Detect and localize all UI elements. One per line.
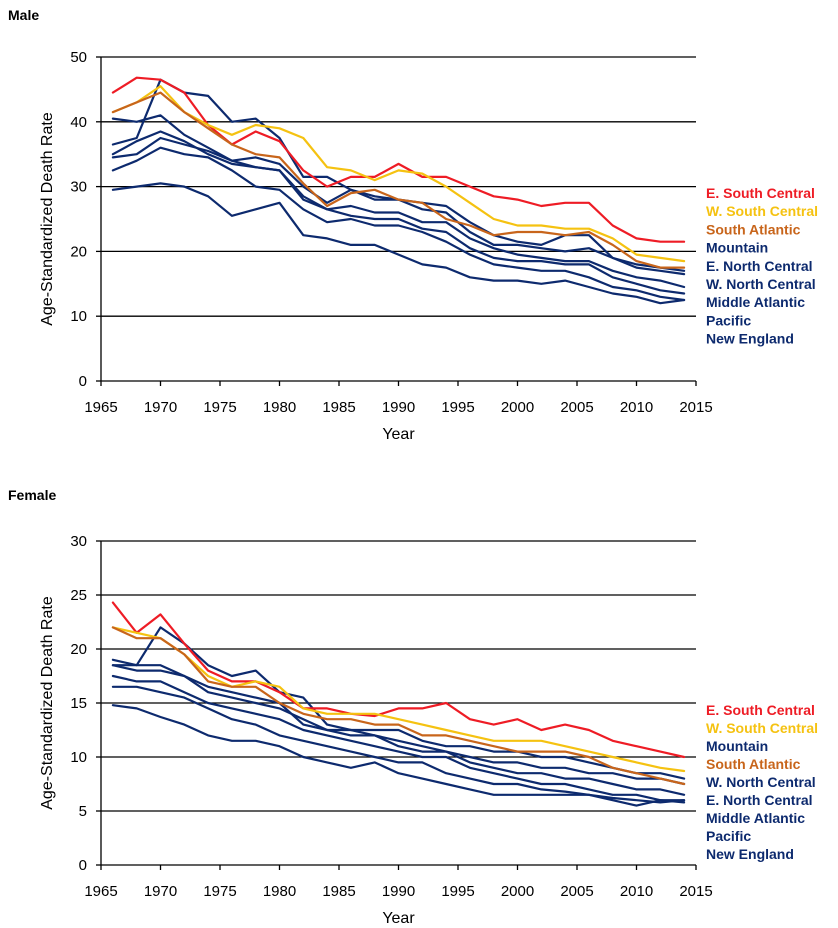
chart-panel-female: Female 0 5 10 15 20 25 30 1965 1970 1975 1980 1985 19… bbox=[8, 487, 818, 927]
series-line-pacific bbox=[111, 146, 686, 302]
series-line-e-north-central bbox=[111, 658, 686, 796]
y-axis-label: Age-Standardized Death Rate bbox=[39, 112, 56, 326]
legend-label: South Atlantic bbox=[706, 221, 801, 237]
series-line-new-england bbox=[111, 182, 686, 305]
x-tick-label: 1985 bbox=[322, 883, 355, 900]
legend-label: W. South Central bbox=[706, 203, 818, 219]
series-line-w-south-central bbox=[111, 626, 686, 773]
legend-label: Middle Atlantic bbox=[706, 294, 805, 310]
legend-label: Middle Atlantic bbox=[706, 810, 805, 826]
series-line-middle-atlantic bbox=[111, 136, 686, 295]
legend-label: Mountain bbox=[706, 240, 768, 256]
x-tick-label: 2010 bbox=[620, 399, 653, 416]
y-tick-label: 15 bbox=[70, 695, 87, 712]
x-tick-label: 1970 bbox=[144, 883, 177, 900]
series-line-w-north-central bbox=[111, 664, 686, 786]
series-line-mountain bbox=[111, 78, 686, 272]
y-tick-label: 20 bbox=[70, 641, 87, 658]
x-tick-label: 2000 bbox=[501, 399, 534, 416]
legend-label: Mountain bbox=[706, 738, 768, 754]
series-line-w-north-central bbox=[111, 130, 686, 289]
x-tick-label: 2005 bbox=[560, 883, 593, 900]
x-axis-label: Year bbox=[382, 426, 415, 443]
series-line-new-england bbox=[111, 704, 686, 807]
x-tick-label: 1965 bbox=[84, 883, 117, 900]
x-tick-label: 1980 bbox=[263, 883, 296, 900]
legend-label: E. North Central bbox=[706, 792, 813, 808]
x-tick-label: 1990 bbox=[382, 883, 415, 900]
x-tick-label: 1975 bbox=[203, 399, 236, 416]
legend-label: E. South Central bbox=[706, 702, 815, 718]
panel-title: Female bbox=[8, 487, 56, 503]
legend-label: New England bbox=[706, 846, 794, 862]
x-tick-label: 2010 bbox=[620, 883, 653, 900]
y-axis-label: Age-Standardized Death Rate bbox=[39, 596, 56, 810]
x-tick-label: 2005 bbox=[560, 399, 593, 416]
x-tick-label: 1985 bbox=[322, 399, 355, 416]
legend-label: W. North Central bbox=[706, 276, 816, 292]
x-tick-label: 1995 bbox=[441, 399, 474, 416]
x-tick-label: 1975 bbox=[203, 883, 236, 900]
y-tick-label: 30 bbox=[70, 179, 87, 196]
legend-label: Pacific bbox=[706, 312, 751, 328]
y-tick-label: 10 bbox=[70, 308, 87, 325]
y-tick-label: 20 bbox=[70, 243, 87, 260]
series-line-mountain bbox=[111, 626, 686, 780]
legend-label: E. South Central bbox=[706, 185, 815, 201]
legend-label: New England bbox=[706, 331, 794, 347]
y-tick-label: 10 bbox=[70, 749, 87, 766]
legend-label: South Atlantic bbox=[706, 756, 801, 772]
series-line-south-atlantic bbox=[111, 626, 686, 786]
x-tick-label: 2000 bbox=[501, 883, 534, 900]
series-line-e-north-central bbox=[111, 114, 686, 276]
series-line-south-atlantic bbox=[111, 91, 686, 269]
chart-panel-male: Male 0 10 20 30 40 50 1965 1970 1975 1980 1985 1990 1… bbox=[8, 7, 818, 443]
x-tick-label: 1970 bbox=[144, 399, 177, 416]
x-tick-label: 1965 bbox=[84, 399, 117, 416]
x-axis-label: Year bbox=[382, 910, 415, 927]
legend-label: W. South Central bbox=[706, 720, 818, 736]
legend-label: E. North Central bbox=[706, 258, 813, 274]
y-tick-label: 0 bbox=[79, 373, 87, 390]
x-tick-label: 1995 bbox=[441, 883, 474, 900]
x-tick-label: 2015 bbox=[679, 399, 712, 416]
legend-label: Pacific bbox=[706, 828, 751, 844]
panel-title: Male bbox=[8, 7, 39, 23]
y-tick-label: 40 bbox=[70, 114, 87, 131]
legend-label: W. North Central bbox=[706, 774, 816, 790]
series-line-e-south-central bbox=[111, 601, 686, 759]
y-tick-label: 5 bbox=[79, 803, 87, 820]
series-line-e-south-central bbox=[111, 76, 686, 243]
series-line-middle-atlantic bbox=[111, 674, 686, 802]
x-tick-label: 1980 bbox=[263, 399, 296, 416]
x-tick-label: 2015 bbox=[679, 883, 712, 900]
series-line-pacific bbox=[111, 685, 686, 804]
y-tick-label: 25 bbox=[70, 587, 87, 604]
y-tick-label: 0 bbox=[79, 857, 87, 874]
y-tick-label: 30 bbox=[70, 533, 87, 550]
y-tick-label: 50 bbox=[70, 49, 87, 66]
x-tick-label: 1990 bbox=[382, 399, 415, 416]
series-line-w-south-central bbox=[111, 85, 686, 263]
